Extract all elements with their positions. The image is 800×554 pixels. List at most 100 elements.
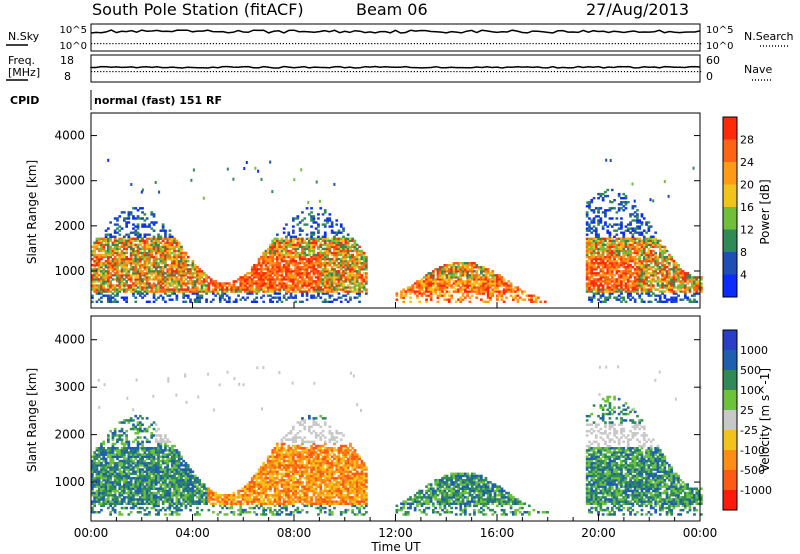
- range-time-cell: [412, 288, 415, 290]
- range-time-cell: [299, 262, 302, 264]
- range-time-cell: [134, 288, 137, 290]
- range-time-cell: [283, 276, 286, 278]
- range-time-cell: [400, 290, 403, 292]
- range-time-cell: [258, 268, 261, 270]
- range-time-cell: [347, 301, 350, 303]
- range-time-cell: [407, 286, 410, 288]
- range-time-cell: [132, 250, 135, 252]
- range-time-cell: [604, 221, 607, 223]
- nave-dot: [292, 71, 293, 72]
- range-time-cell: [105, 256, 108, 258]
- range-time-cell: [114, 272, 117, 274]
- range-time-cell: [116, 258, 119, 260]
- range-time-cell: [219, 282, 222, 284]
- noise-search-dot: [603, 43, 604, 44]
- range-time-cell: [303, 223, 306, 225]
- range-time-cell: [255, 268, 258, 270]
- range-time-cell: [96, 453, 99, 456]
- range-time-cell: [613, 230, 616, 232]
- range-time-cell: [301, 246, 304, 248]
- range-time-cell: [285, 260, 288, 262]
- noise-search-dot: [414, 43, 415, 44]
- range-time-cell: [409, 288, 412, 290]
- range-time-cell: [668, 299, 671, 301]
- range-time-cell: [661, 246, 664, 248]
- range-time-cell: [595, 262, 598, 264]
- range-time-cell: [629, 232, 632, 234]
- range-time-cell: [269, 276, 272, 278]
- range-time-cell: [684, 295, 687, 297]
- range-time-cell: [361, 274, 364, 276]
- noise-search-dot: [319, 43, 320, 44]
- range-time-cell: [287, 276, 290, 278]
- range-time-cell: [102, 250, 105, 252]
- range-time-cell: [128, 276, 131, 278]
- colorbar-tick-label: 20: [740, 179, 754, 192]
- range-time-cell: [347, 276, 350, 278]
- range-time-cell: [292, 274, 295, 276]
- range-time-cell: [441, 276, 444, 278]
- range-time-cell: [616, 256, 619, 258]
- range-time-cell: [586, 211, 589, 213]
- range-time-cell: [162, 266, 165, 268]
- range-time-cell: [109, 290, 112, 292]
- range-time-cell: [292, 252, 295, 254]
- noise-panel: N.Sky N.Search 10^5 10^0 10^5 10^0: [6, 24, 794, 52]
- range-time-cell: [657, 244, 660, 246]
- range-time-cell: [169, 282, 172, 284]
- range-time-cell: [446, 268, 449, 270]
- range-time-cell: [107, 268, 110, 270]
- range-time-cell: [157, 270, 160, 272]
- range-time-cell: [643, 282, 646, 284]
- range-time-cell: [310, 262, 313, 264]
- range-time-cell: [178, 288, 181, 290]
- range-time-cell: [114, 244, 117, 246]
- range-time-cell: [668, 282, 671, 284]
- range-time-cell: [153, 301, 156, 303]
- range-time-cell: [396, 292, 399, 294]
- range-time-cell: [246, 286, 249, 288]
- range-time-cell: [324, 236, 327, 238]
- range-time-cell: [230, 284, 233, 286]
- range-time-cell: [269, 244, 272, 246]
- noise-search-dot: [164, 43, 165, 44]
- range-time-cell: [634, 211, 637, 213]
- noise-search-dot: [295, 43, 296, 44]
- range-time-cell: [453, 268, 456, 270]
- colorbar-tick-label: 8: [740, 246, 747, 259]
- range-time-cell: [310, 225, 313, 227]
- range-time-cell: [340, 268, 343, 270]
- range-time-cell: [271, 276, 274, 278]
- range-time-cell: [625, 262, 628, 264]
- range-time-cell: [418, 280, 421, 282]
- range-time-cell: [650, 198, 652, 201]
- range-time-cell: [469, 282, 472, 284]
- range-time-cell: [271, 288, 274, 290]
- range-time-cell: [233, 288, 236, 290]
- range-time-cell: [356, 244, 359, 246]
- range-time-cell: [356, 256, 359, 258]
- range-time-cell: [105, 260, 108, 262]
- range-time-cell: [102, 254, 105, 256]
- range-time-cell: [150, 256, 153, 258]
- nave-dot: [618, 71, 619, 72]
- range-time-cell: [194, 268, 197, 270]
- noise-search-dot: [310, 43, 311, 44]
- range-time-cell: [283, 264, 286, 266]
- nave-dot: [520, 71, 521, 72]
- range-time-cell: [313, 286, 316, 288]
- range-time-cell: [356, 276, 359, 278]
- range-time-cell: [473, 270, 476, 272]
- range-time-cell: [173, 286, 176, 288]
- range-time-cell: [164, 288, 167, 290]
- range-time-cell: [205, 299, 208, 301]
- range-time-cell: [638, 219, 641, 221]
- range-time-cell: [290, 250, 293, 252]
- range-time-cell: [150, 221, 153, 223]
- range-time-cell: [271, 268, 274, 270]
- range-time-cell: [586, 244, 589, 246]
- range-time-cell: [351, 250, 354, 252]
- nave-dot: [140, 71, 141, 72]
- range-time-cell: [194, 301, 197, 303]
- range-time-cell: [182, 256, 185, 258]
